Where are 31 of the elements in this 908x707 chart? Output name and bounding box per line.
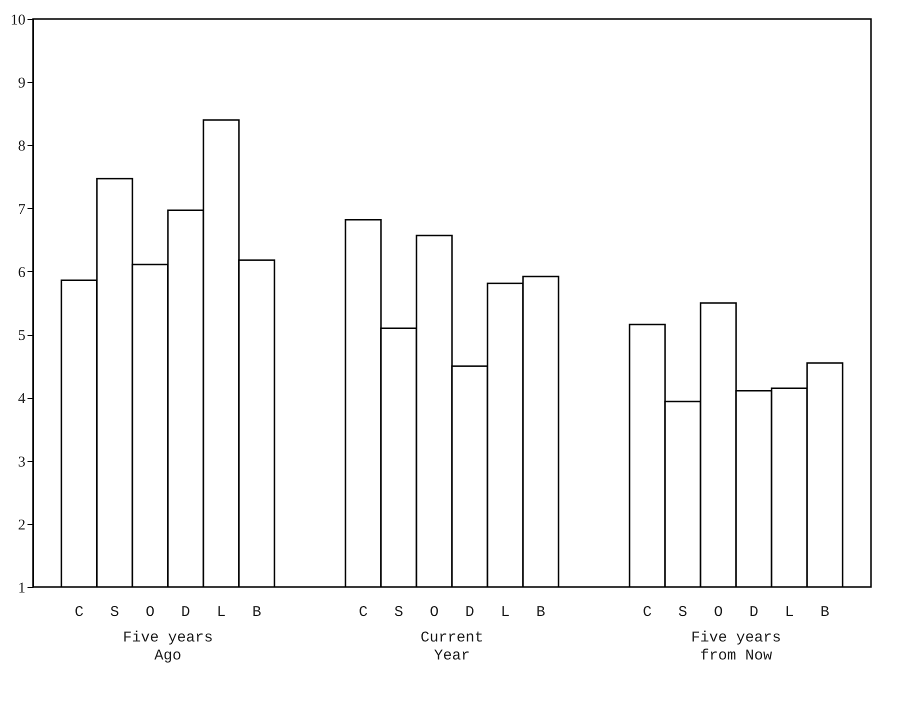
y-tick-label: 7: [18, 202, 26, 218]
series-label: S: [110, 604, 120, 621]
text: D: [749, 604, 758, 621]
y-tick-label: 10: [10, 12, 26, 28]
series-label: L: [216, 604, 226, 621]
text: S: [394, 604, 404, 621]
y-tick-label: 5: [18, 328, 26, 344]
y-tick-label: 8: [18, 138, 26, 155]
series-label: O: [146, 604, 155, 621]
text: S: [678, 604, 688, 621]
text: L: [784, 604, 794, 621]
text: B: [536, 604, 546, 621]
y-tick-label: 4: [18, 391, 26, 408]
y-tick-label: 1: [18, 580, 26, 596]
y-tick-label: 2: [18, 517, 26, 534]
x-tick-label: Five years Ago: [122, 630, 213, 664]
text: L: [500, 604, 510, 621]
text: C: [358, 604, 368, 621]
series-label: D: [181, 604, 190, 621]
text: O: [714, 604, 723, 621]
text: D: [465, 604, 474, 621]
y-tick-label: 6: [18, 264, 26, 281]
series-label: B: [252, 604, 262, 621]
text: B: [820, 604, 830, 621]
x-tick-label: Current Year: [420, 630, 484, 664]
text: C: [642, 604, 652, 621]
x-tick-label: Five years from Now: [691, 630, 782, 664]
series-label: C: [74, 604, 84, 621]
y-tick-label: 9: [18, 76, 26, 92]
text: O: [430, 604, 439, 621]
y-tick-label: 3: [18, 454, 26, 470]
